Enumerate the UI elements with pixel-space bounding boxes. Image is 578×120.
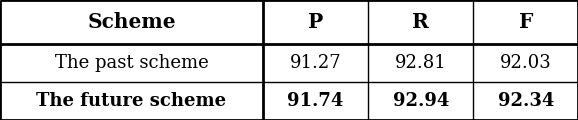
Text: Scheme: Scheme <box>87 12 176 32</box>
Text: 92.03: 92.03 <box>500 54 551 72</box>
Text: P: P <box>308 12 323 32</box>
Text: 91.27: 91.27 <box>290 54 342 72</box>
Text: R: R <box>412 12 429 32</box>
Text: The future scheme: The future scheme <box>36 92 227 110</box>
Text: 92.34: 92.34 <box>498 92 554 110</box>
Text: The past scheme: The past scheme <box>54 54 209 72</box>
Text: F: F <box>518 12 533 32</box>
Text: 92.94: 92.94 <box>392 92 449 110</box>
Text: 91.74: 91.74 <box>287 92 344 110</box>
Text: 92.81: 92.81 <box>395 54 447 72</box>
